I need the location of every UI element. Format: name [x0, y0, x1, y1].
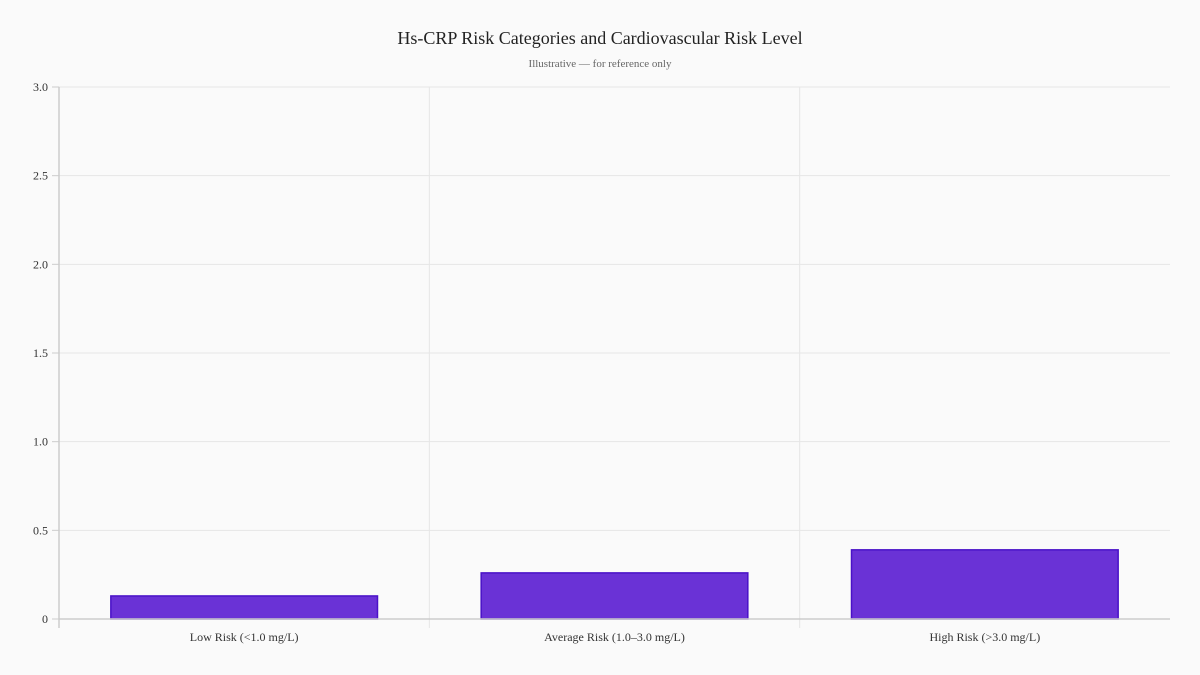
y-tick-label: 1.5 — [33, 346, 48, 360]
y-tick-label: 1.0 — [33, 435, 48, 449]
y-tick-label: 3.0 — [33, 80, 48, 94]
bar-1 — [480, 572, 749, 620]
bar-0 — [110, 595, 379, 620]
x-category-label: Low Risk (<1.0 mg/L) — [190, 630, 299, 644]
y-tick-label: 0 — [42, 612, 48, 626]
x-category-label: High Risk (>3.0 mg/L) — [929, 630, 1040, 644]
chart-title: Hs-CRP Risk Categories and Cardiovascula… — [397, 28, 802, 48]
bars — [110, 549, 1119, 620]
y-tick-label: 0.5 — [33, 523, 48, 537]
bar-2 — [850, 549, 1119, 620]
chart-subtitle: Illustrative — for reference only — [529, 58, 672, 70]
grid — [59, 86, 1170, 628]
x-category-label: Average Risk (1.0–3.0 mg/L) — [544, 630, 685, 644]
axes: 0 0.5 1.0 1.5 2.0 2.5 3.0 Low Risk (<1.0 mg/L) A… — [33, 80, 1170, 644]
y-tick-label: 2.5 — [33, 169, 48, 183]
y-tick-label: 2.0 — [33, 257, 48, 271]
